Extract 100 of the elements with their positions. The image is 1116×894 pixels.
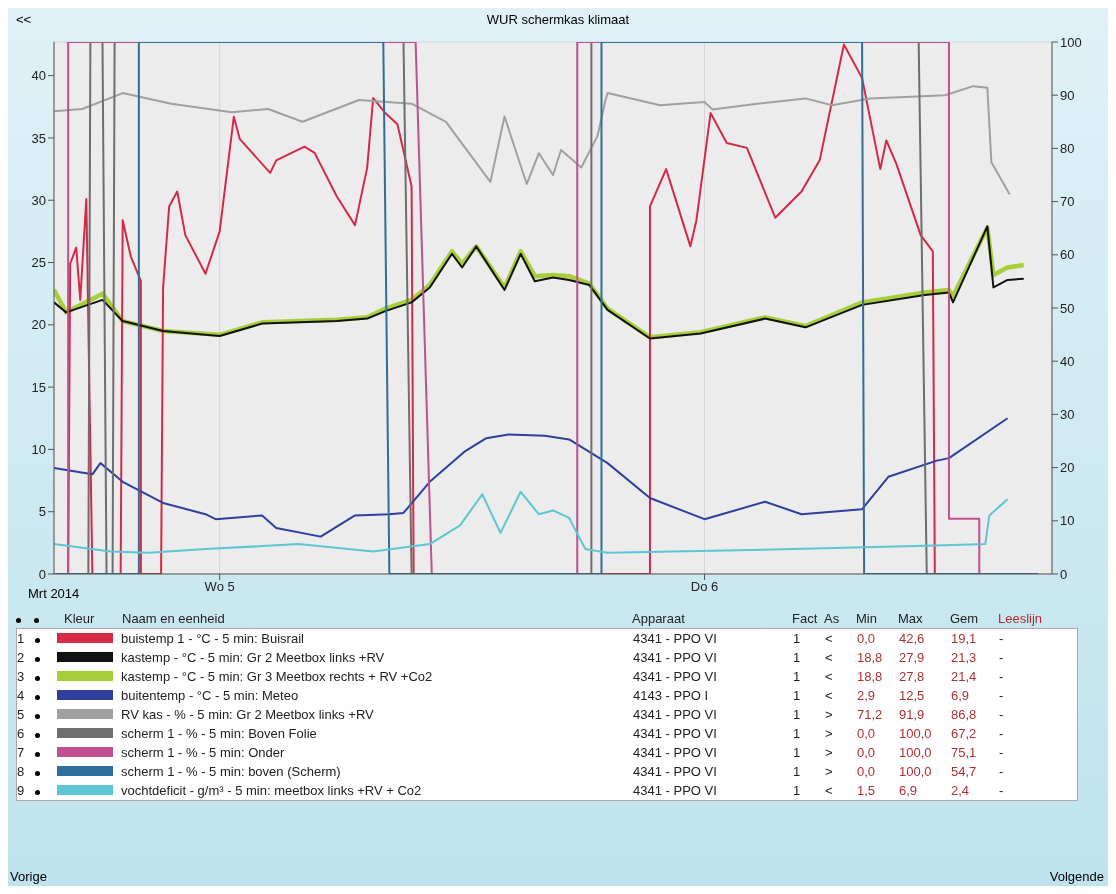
y2-tick-label: 30 bbox=[1060, 407, 1075, 423]
text: 67,2 bbox=[951, 726, 978, 741]
text: < bbox=[825, 783, 834, 798]
text: 4341 - PPO VI bbox=[633, 707, 718, 722]
text: 1,5 bbox=[857, 783, 877, 798]
text: 1 bbox=[793, 783, 802, 798]
text: 4341 - PPO VI bbox=[633, 650, 718, 665]
text: 4341 - PPO VI bbox=[633, 631, 718, 646]
text: Min bbox=[856, 610, 878, 626]
text: > bbox=[825, 764, 834, 779]
text: 0,0 bbox=[857, 745, 877, 760]
text: 91,9 bbox=[899, 707, 926, 722]
text: << bbox=[16, 12, 32, 27]
text: 18,8 bbox=[857, 650, 884, 665]
text: 100,0 bbox=[899, 764, 933, 779]
text: > bbox=[825, 707, 834, 722]
text: 1 bbox=[793, 669, 802, 684]
line-series bbox=[54, 85, 1011, 196]
text: 100,0 bbox=[899, 726, 933, 741]
x-tick-label: Wo 5 bbox=[204, 579, 235, 595]
legend-label: kastemp - °C - 5 min: Gr 3 Meetbox rechts + RV +Co2 bbox=[121, 668, 433, 684]
text: < bbox=[825, 669, 834, 684]
text: 86,8 bbox=[951, 707, 978, 722]
text: 7 bbox=[17, 745, 26, 760]
text: 2,9 bbox=[857, 688, 877, 703]
text: Leeslijn bbox=[998, 610, 1044, 626]
text: > bbox=[825, 745, 834, 760]
line-series bbox=[54, 225, 1025, 340]
x-axis-title: Mrt 2014 bbox=[28, 586, 80, 601]
text: 4341 - PPO VI bbox=[633, 745, 718, 760]
text: 1 bbox=[793, 726, 802, 741]
text: 21,3 bbox=[951, 650, 978, 665]
text: < bbox=[825, 650, 834, 665]
text: 2,4 bbox=[951, 783, 971, 798]
text: 18,8 bbox=[857, 669, 884, 684]
text: - bbox=[999, 726, 1005, 741]
text: > bbox=[825, 726, 834, 741]
text: - bbox=[999, 745, 1005, 760]
y-tick-label: 0 bbox=[38, 566, 46, 582]
text: 1 bbox=[793, 745, 802, 760]
line-series bbox=[54, 490, 1009, 554]
y2-tick-label: 60 bbox=[1060, 247, 1075, 263]
y2-tick-label: 80 bbox=[1060, 141, 1075, 157]
y2-tick-label: 100 bbox=[1060, 34, 1082, 50]
text: Naam en eenheid bbox=[122, 610, 226, 626]
chart-title: WUR schermkas klimaat bbox=[486, 12, 630, 27]
text: 1 bbox=[793, 631, 802, 646]
text: 100,0 bbox=[899, 745, 933, 760]
text: - bbox=[999, 650, 1005, 665]
y-tick-label: 15 bbox=[31, 379, 46, 395]
text: 6,9 bbox=[899, 783, 919, 798]
text: Gem bbox=[950, 610, 980, 626]
text: 4341 - PPO VI bbox=[633, 783, 718, 798]
y2-tick-label: 50 bbox=[1060, 300, 1075, 316]
text: 27,8 bbox=[899, 669, 926, 684]
text: 4341 - PPO VI bbox=[633, 669, 718, 684]
text: 6,9 bbox=[951, 688, 971, 703]
legend-label: kastemp - °C - 5 min: Gr 2 Meetbox links +RV bbox=[121, 649, 385, 665]
text: 19,1 bbox=[951, 631, 978, 646]
text: 5 bbox=[17, 707, 26, 722]
text: 1 bbox=[17, 631, 26, 646]
text: 27,9 bbox=[899, 650, 926, 665]
y-tick-label: 25 bbox=[31, 255, 46, 271]
text: < bbox=[825, 688, 834, 703]
text: 3 bbox=[17, 669, 26, 684]
legend-label: scherm 1 - % - 5 min: Onder bbox=[121, 744, 285, 760]
x-tick-label: Do 6 bbox=[690, 579, 719, 595]
text: - bbox=[999, 707, 1005, 722]
text: 4 bbox=[17, 688, 26, 703]
text: 71,2 bbox=[857, 707, 884, 722]
legend-label: vochtdeficit - g/m³ - 5 min: meetbox links +RV + Co2 bbox=[121, 782, 422, 798]
text: 1 bbox=[793, 707, 802, 722]
text: Volgende bbox=[1049, 869, 1104, 884]
text: 4341 - PPO VI bbox=[633, 764, 718, 779]
y2-tick-label: 70 bbox=[1060, 194, 1075, 210]
text: 6 bbox=[17, 726, 26, 741]
text: 1 bbox=[793, 650, 802, 665]
legend-label: scherm 1 - % - 5 min: boven (Scherm) bbox=[121, 763, 341, 779]
y-tick-label: 30 bbox=[31, 192, 46, 208]
text: As bbox=[824, 610, 841, 626]
y-tick-label: 35 bbox=[31, 130, 46, 146]
text: 75,1 bbox=[951, 745, 978, 760]
y-tick-label: 20 bbox=[31, 317, 46, 333]
text: 4341 - PPO VI bbox=[633, 726, 718, 741]
line-series bbox=[54, 417, 1009, 538]
text: - bbox=[999, 669, 1005, 684]
y-tick-label: 10 bbox=[31, 442, 46, 458]
text: - bbox=[999, 631, 1005, 646]
y2-tick-label: 20 bbox=[1060, 460, 1075, 476]
y-tick-label: 40 bbox=[31, 68, 46, 84]
y2-tick-label: 0 bbox=[1060, 566, 1068, 582]
text: 8 bbox=[17, 764, 26, 779]
text: Fact bbox=[792, 610, 819, 626]
text: 0,0 bbox=[857, 631, 877, 646]
y-tick-label: 5 bbox=[38, 504, 46, 520]
legend-label: scherm 1 - % - 5 min: Boven Folie bbox=[121, 725, 317, 741]
text: Max bbox=[898, 610, 924, 626]
text: 0,0 bbox=[857, 726, 877, 741]
text: 0,0 bbox=[857, 764, 877, 779]
text: < bbox=[825, 631, 834, 646]
